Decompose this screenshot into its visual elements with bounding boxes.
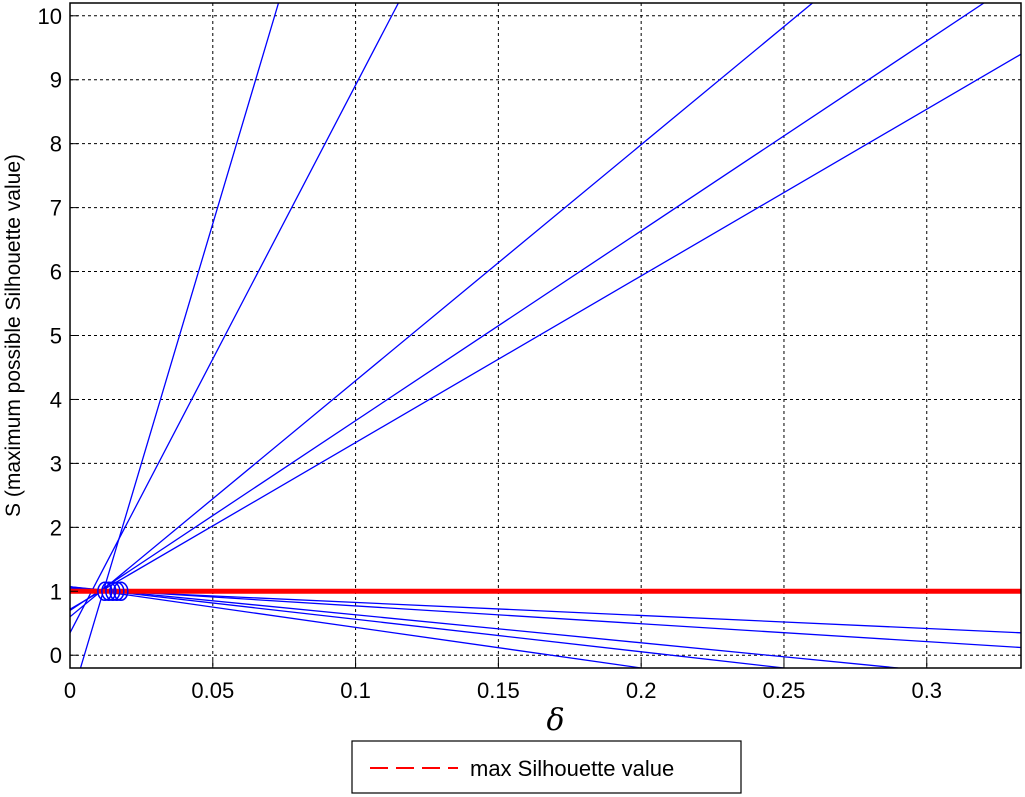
curve-line-5 [70,53,1021,610]
marker-circle [97,581,113,602]
y-tick-label: 2 [50,515,62,540]
y-tick-label: 8 [50,132,62,157]
curves [70,3,1021,668]
y-tick-label: 4 [50,387,62,412]
x-tick-label: 0.2 [626,678,657,703]
marker-circle [113,581,129,602]
legend-box [351,740,742,794]
curve-line-8 [70,586,642,668]
legend-label: max Silhouette value [470,756,674,781]
x-tick-label: 0.05 [191,678,234,703]
y-tick-label: 5 [50,324,62,349]
x-tick-label: 0 [64,678,76,703]
marker-cluster [97,581,129,602]
y-tick-label: 1 [50,579,62,604]
x-tick-label: 0.25 [763,678,806,703]
curve-line-1 [79,3,280,668]
marker-circle [101,581,117,602]
curve-line-3 [70,3,813,618]
y-tick-label: 9 [50,68,62,93]
legend: max Silhouette value [351,740,742,794]
x-tick-label: 0.3 [911,678,942,703]
x-axis-label: δ [546,703,564,738]
y-tick-label: 0 [50,643,62,668]
curve-line-9 [70,586,785,668]
grid [70,3,1021,668]
y-tick-label: 10 [38,4,62,29]
x-tick-label: 0.1 [340,678,371,703]
x-tick-label: 0.15 [477,678,520,703]
curve-line-2 [70,3,399,634]
curve-line-4 [70,3,985,612]
y-tick-labels: 0 1 2 3 4 5 6 7 8 9 10 [38,4,78,668]
y-tick-label: 3 [50,451,62,476]
curve-line-10 [70,586,899,668]
y-tick-label: 7 [50,196,62,221]
x-tick-labels: 0 0.05 0.1 0.15 0.2 0.25 0.3 [64,660,942,703]
curve-line-6 [70,588,1021,634]
marker-circle [109,581,125,602]
marker-circle [105,581,121,602]
y-tick-label: 6 [50,260,62,285]
curve-line-7 [70,587,1021,649]
y-axis-label: S (maximum possible Silhouette value) [2,154,25,517]
